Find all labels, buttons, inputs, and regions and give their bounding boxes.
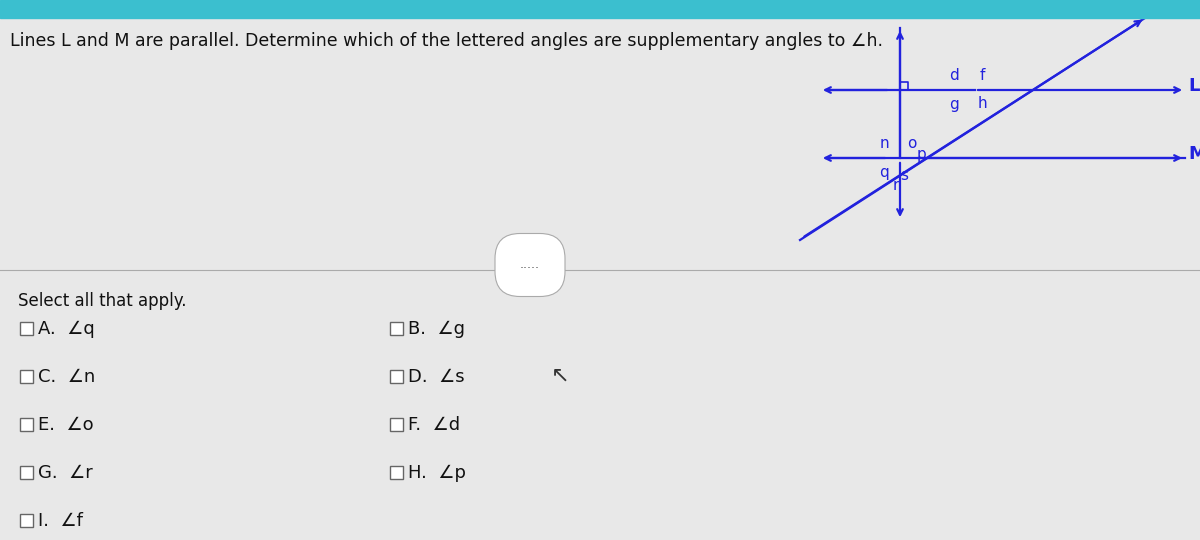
Text: q: q [880, 165, 889, 179]
Text: A.  ∠q: A. ∠q [38, 320, 95, 338]
Text: M: M [1188, 145, 1200, 163]
Text: p: p [917, 146, 926, 161]
Bar [0, 0, 1200, 18]
Bar [390, 369, 403, 382]
Text: B.  ∠g: B. ∠g [408, 320, 466, 338]
Text: I.  ∠f: I. ∠f [38, 512, 83, 530]
Text: d: d [949, 69, 959, 84]
Text: E.  ∠o: E. ∠o [38, 416, 94, 434]
Text: o: o [907, 137, 917, 152]
Bar [390, 465, 403, 478]
Text: g: g [949, 97, 959, 111]
Text: Lines L and M are parallel. Determine which of the lettered angles are supplemen: Lines L and M are parallel. Determine wh… [10, 32, 883, 50]
Text: F.  ∠d: F. ∠d [408, 416, 460, 434]
Bar [20, 514, 34, 526]
Text: s: s [900, 168, 908, 184]
Bar [20, 465, 34, 478]
Bar [390, 417, 403, 430]
Text: G.  ∠r: G. ∠r [38, 464, 92, 482]
Bar [20, 321, 34, 334]
Text: H.  ∠p: H. ∠p [408, 464, 466, 482]
Text: Select all that apply.: Select all that apply. [18, 292, 186, 310]
Text: L: L [1188, 77, 1199, 95]
Bar [20, 369, 34, 382]
Text: n: n [880, 137, 889, 152]
Text: h: h [977, 97, 986, 111]
Text: .....: ..... [520, 259, 540, 272]
Text: f: f [979, 69, 985, 84]
Text: C.  ∠n: C. ∠n [38, 368, 95, 386]
Text: r: r [893, 179, 899, 193]
Text: ↖: ↖ [551, 366, 569, 386]
Bar [20, 417, 34, 430]
Bar [390, 321, 403, 334]
Text: D.  ∠s: D. ∠s [408, 368, 464, 386]
